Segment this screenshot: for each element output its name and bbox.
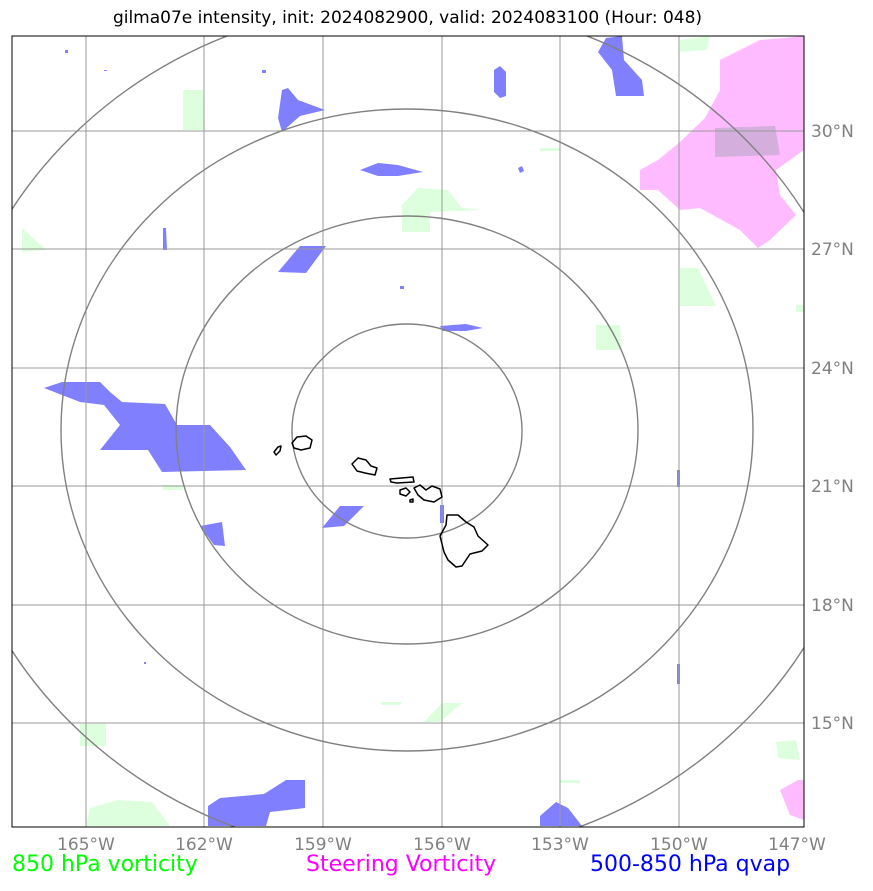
lat-tick-27n: 27°N xyxy=(811,240,854,260)
range-ring-3 xyxy=(60,108,754,752)
lat-tick-21n: 21°N xyxy=(811,477,854,497)
lon-tick-159w: 159°W xyxy=(294,835,352,855)
lon-tick-162w: 162°W xyxy=(175,835,233,855)
lon-tick-labels: 165°W 162°W 159°W 156°W 153°W 150°W 147°… xyxy=(57,835,826,855)
maui-island xyxy=(413,484,443,503)
lat-tick-24n: 24°N xyxy=(811,359,854,379)
legend-850-vorticity: 850 hPa vorticity xyxy=(12,852,198,877)
lon-tick-156w: 156°W xyxy=(413,835,471,855)
range-ring-2 xyxy=(175,215,639,645)
hawaii-coastline xyxy=(273,435,489,568)
range-ring-1 xyxy=(291,323,523,539)
lon-tick-150w: 150°W xyxy=(650,835,708,855)
big-island xyxy=(439,514,489,568)
lanai-island xyxy=(399,487,411,497)
gridlines xyxy=(12,36,804,827)
lat-tick-15n: 15°N xyxy=(811,714,854,734)
qvap-fill xyxy=(44,36,680,826)
lat-tick-labels: 15°N 18°N 21°N 24°N 27°N 30°N xyxy=(811,122,854,734)
lon-tick-165w: 165°W xyxy=(57,835,115,855)
oahu-island xyxy=(351,457,378,476)
lon-tick-147w: 147°W xyxy=(768,835,826,855)
legend-steering-vorticity: Steering Vorticity xyxy=(306,852,497,877)
legend-qvap: 500-850 hPa qvap xyxy=(590,852,791,877)
kahoolawe-island xyxy=(409,498,414,503)
steering-vorticity-fill xyxy=(640,36,804,820)
lat-tick-30n: 30°N xyxy=(811,122,854,142)
map-title: gilma07e intensity, init: 2024082900, va… xyxy=(112,8,703,28)
molokai-island xyxy=(389,476,415,484)
niihau-island xyxy=(273,445,282,456)
lat-tick-18n: 18°N xyxy=(811,596,854,616)
range-rings xyxy=(12,36,804,827)
map-frame xyxy=(11,35,805,828)
lon-tick-153w: 153°W xyxy=(531,835,589,855)
kauai-island xyxy=(291,435,313,451)
